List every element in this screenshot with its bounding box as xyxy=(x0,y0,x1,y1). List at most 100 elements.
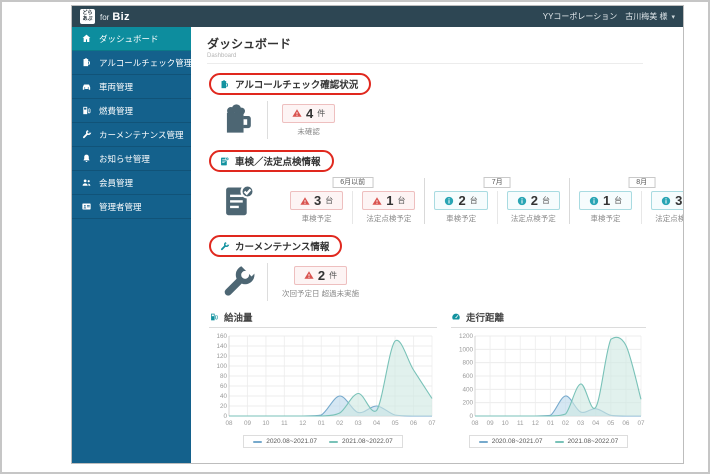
inspection-group-august: 8月 1 台 車検予定 xyxy=(568,177,683,224)
svg-text:12: 12 xyxy=(532,420,540,427)
maintenance-status-row: 2 件 次回予定日 超過未実施 xyxy=(213,263,643,301)
svg-text:800: 800 xyxy=(462,360,473,367)
svg-text:400: 400 xyxy=(462,386,473,393)
beer-mug-icon xyxy=(83,58,90,67)
status-badge: 2 台 xyxy=(434,191,488,210)
document-check-icon xyxy=(221,156,230,165)
inspection-stat: 2 台 車検予定 xyxy=(425,191,496,224)
svg-text:160: 160 xyxy=(216,333,227,340)
sidebar-item-dashboard[interactable]: ダッシュボード xyxy=(72,27,191,51)
svg-text:0: 0 xyxy=(469,413,473,420)
status-badge: 3 台 xyxy=(290,191,344,210)
svg-text:05: 05 xyxy=(392,420,400,427)
fuel-amount-chart: 給油量 08 09 10 11 12 01 02 03 04 05 06 07 0 20 40 60 80 100… xyxy=(209,310,437,448)
wrench-icon xyxy=(220,240,230,250)
distance-plot: 08 09 10 11 12 01 02 03 04 05 06 07 0 200 400 600 800 100… xyxy=(451,330,646,432)
beer-mug-icon xyxy=(221,79,228,88)
status-badge: 2 台 xyxy=(506,191,560,210)
inspection-stat: 3 台 法定点検予定 xyxy=(641,191,683,224)
svg-text:11: 11 xyxy=(281,420,288,427)
info-icon xyxy=(517,196,526,205)
month-tag: 7月 xyxy=(483,177,511,189)
info-icon xyxy=(589,196,599,205)
chart-legend: 2020.08~2021.07 2021.08~2022.07 xyxy=(468,435,629,448)
beer-mug-icon xyxy=(213,101,263,139)
svg-text:200: 200 xyxy=(462,400,473,407)
svg-text:1000: 1000 xyxy=(459,346,474,353)
svg-text:20: 20 xyxy=(220,403,228,410)
inspection-group-before-june: 6月以前 3 台 車検予定 xyxy=(281,177,424,224)
product-name: for Biz xyxy=(100,10,130,23)
svg-text:09: 09 xyxy=(487,420,495,427)
svg-text:06: 06 xyxy=(410,420,418,427)
user-account-menu[interactable]: YYコーポレーション 古川梅美 様 ▾ xyxy=(543,11,675,22)
alcohol-status-row: 4 件 未確認 xyxy=(213,101,643,139)
svg-text:11: 11 xyxy=(517,420,524,427)
inspection-status-row: 6月以前 3 台 車検予定 xyxy=(213,177,683,224)
inspection-stat: 1 台 法定点検予定 xyxy=(352,191,424,224)
warning-icon xyxy=(300,196,310,205)
svg-text:12: 12 xyxy=(299,420,307,427)
bell-icon xyxy=(83,154,90,162)
charts-row: 給油量 08 09 10 11 12 01 02 03 04 05 06 07 0 20 40 60 80 100… xyxy=(209,310,646,448)
svg-text:0: 0 xyxy=(223,413,227,420)
svg-text:04: 04 xyxy=(592,420,600,427)
status-badge: 3 台 xyxy=(651,191,683,210)
svg-text:02: 02 xyxy=(336,420,344,427)
maintenance-overdue-stat: 2 件 次回予定日 超過未実施 xyxy=(282,265,360,298)
svg-text:04: 04 xyxy=(373,420,381,427)
svg-text:06: 06 xyxy=(622,420,630,427)
svg-text:08: 08 xyxy=(471,420,479,427)
logo-text-bottom: あぷ xyxy=(82,15,93,22)
chevron-down-icon: ▾ xyxy=(671,13,675,21)
users-icon xyxy=(82,179,91,186)
sidebar-item-admins[interactable]: 管理者管理 xyxy=(72,195,191,219)
status-badge: 2 件 xyxy=(293,265,348,285)
distance-chart: 走行距離 08 09 10 11 12 01 02 03 04 05 06 07 0 200 400 600 8… xyxy=(451,310,646,448)
sidebar-item-alcohol-check[interactable]: アルコールチェック管理 xyxy=(72,51,192,75)
document-check-icon xyxy=(213,182,263,220)
fuel-pump-icon xyxy=(83,106,91,115)
svg-text:01: 01 xyxy=(318,420,326,427)
page-subtitle: Dashboard xyxy=(207,53,237,59)
svg-text:600: 600 xyxy=(462,373,473,380)
app-logo: どら あぷ xyxy=(80,9,95,24)
warning-icon xyxy=(292,109,302,117)
month-tag: 8月 xyxy=(628,177,656,189)
admin-card-icon xyxy=(82,203,91,210)
inspection-group-july: 7月 2 台 車検予定 xyxy=(424,177,569,224)
chart-title: 走行距離 xyxy=(466,313,505,324)
section-title-inspection: 車検／法定点検情報 xyxy=(209,150,334,172)
svg-text:140: 140 xyxy=(216,343,227,350)
alcohol-unconfirmed-stat: 4 件 未確認 xyxy=(282,103,336,137)
wrench-icon xyxy=(213,263,263,301)
svg-text:02: 02 xyxy=(562,420,570,427)
logo-text-top: どら xyxy=(82,9,93,16)
sidebar-item-maintenance[interactable]: カーメンテナンス管理 xyxy=(72,123,191,147)
section-title-maintenance: カーメンテナンス情報 xyxy=(209,235,343,257)
svg-text:120: 120 xyxy=(216,353,227,360)
sidebar-item-notices[interactable]: お知らせ管理 xyxy=(72,147,191,171)
inspection-stat: 2 台 法定点検予定 xyxy=(496,191,569,224)
sidebar-item-fuel[interactable]: 燃費管理 xyxy=(72,99,191,123)
svg-text:03: 03 xyxy=(577,420,585,427)
sidebar-item-vehicles[interactable]: 車両管理 xyxy=(72,75,191,99)
svg-text:09: 09 xyxy=(244,420,252,427)
svg-text:80: 80 xyxy=(220,373,228,380)
sidebar-item-members[interactable]: 会員管理 xyxy=(72,171,191,195)
info-icon xyxy=(662,196,671,205)
gauge-icon xyxy=(452,313,460,320)
info-icon xyxy=(445,196,454,205)
section-title-alcohol-check: アルコールチェック確認状況 xyxy=(209,73,372,95)
chart-title: 給油量 xyxy=(224,313,253,324)
main-content: ダッシュボード Dashboard アルコールチェック確認状況 xyxy=(191,27,683,463)
page-title: ダッシュボード xyxy=(207,37,292,51)
inspection-stat: 1 台 車検予定 xyxy=(570,191,641,224)
month-tag: 6月以前 xyxy=(332,177,374,189)
svg-text:1200: 1200 xyxy=(459,333,474,340)
fuel-amount-plot: 08 09 10 11 12 01 02 03 04 05 06 07 0 20 40 60 80 100 120 1… xyxy=(209,330,437,432)
svg-text:100: 100 xyxy=(216,363,227,370)
svg-text:10: 10 xyxy=(502,420,510,427)
status-badge: 4 件 xyxy=(282,103,336,123)
